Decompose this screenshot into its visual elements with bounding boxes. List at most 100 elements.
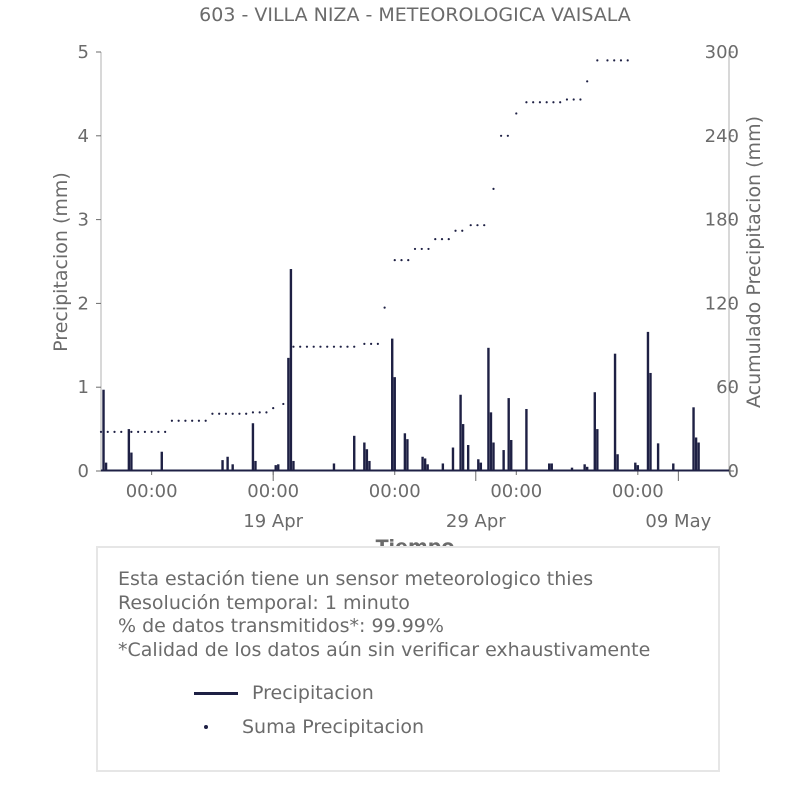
cumulative-point: [319, 345, 322, 348]
cumulative-point: [420, 247, 423, 251]
cumulative-point: [184, 419, 187, 422]
precipitation-bar: [487, 347, 490, 471]
cumulative-point: [606, 59, 609, 62]
cumulative-point: [476, 224, 479, 227]
y2-tick-label: 120: [705, 293, 739, 314]
precipitation-bar: [254, 460, 257, 471]
precipitation-bar: [127, 429, 131, 471]
precipitation-bar: [406, 439, 409, 471]
cumulative-dots: [99, 59, 629, 433]
precipitation-bar: [585, 466, 589, 471]
precipitation-bar: [289, 269, 293, 471]
cumulative-point: [383, 306, 386, 309]
cumulative-point: [483, 224, 486, 227]
cumulative-point: [272, 407, 275, 410]
precipitation-bar: [251, 423, 255, 471]
precipitation-bar: [426, 464, 429, 471]
precipitation-bar: [226, 456, 229, 471]
cumulative-point: [413, 247, 417, 251]
cumulative-point: [586, 80, 589, 83]
info-line-resolution: Resolución temporal: 1 minuto: [118, 591, 410, 614]
precipitation-bar: [451, 447, 455, 471]
cumulative-point: [454, 229, 457, 232]
precipitation-bar: [231, 464, 234, 471]
precipitation-bar: [292, 460, 295, 471]
cumulative-point: [619, 59, 623, 62]
cumulative-point: [299, 345, 302, 348]
cumulative-point: [99, 430, 103, 433]
x-minor-tick-label: 00:00: [126, 481, 178, 502]
cumulative-point: [265, 411, 268, 414]
precipitation-bar: [274, 465, 277, 471]
cumulative-point: [231, 412, 234, 415]
y-tick-label: 4: [78, 126, 89, 147]
precipitation-bar: [277, 464, 280, 471]
cumulative-point: [245, 412, 248, 415]
legend-item-precipitacion: Precipitacion: [194, 681, 374, 705]
cumulative-point: [469, 224, 472, 227]
precipitation-bar: [332, 463, 336, 471]
precipitation-bar: [692, 407, 695, 471]
precipitation-bar: [525, 408, 528, 471]
cumulative-point: [197, 419, 201, 422]
cumulative-point: [447, 238, 450, 241]
precipitation-bar: [613, 353, 617, 471]
chart-title: 603 - VILLA NIZA - METEOROLOGICA VAISALA: [199, 4, 631, 26]
precipitation-bar: [368, 460, 371, 471]
cumulative-point: [559, 101, 562, 104]
cumulative-point: [552, 101, 555, 104]
cumulative-point: [545, 101, 548, 104]
precipitation-bar: [287, 357, 290, 471]
cumulative-point: [427, 247, 430, 251]
cumulative-point: [346, 345, 349, 348]
precipitation-bar: [646, 331, 650, 471]
cumulative-point: [211, 412, 214, 415]
cumulative-point: [170, 419, 174, 422]
cumulative-point: [506, 134, 509, 137]
cumulative-point: [143, 430, 146, 433]
y2-axis-label: Acumulado Precipitacion (mm): [743, 116, 765, 408]
x-major-tick-label: 29 Apr: [446, 511, 506, 532]
station-info: Esta estación tiene un sensor meteorolog…: [118, 568, 650, 662]
cumulative-point: [157, 430, 160, 433]
cumulative-point: [292, 345, 295, 348]
cumulative-point: [224, 412, 228, 415]
legend-label-precipitacion: Precipitacion: [252, 682, 374, 704]
precipitation-bar: [694, 437, 698, 471]
cumulative-point: [106, 430, 109, 433]
precipitation-bar: [221, 460, 224, 471]
cumulative-point: [164, 430, 167, 433]
precipitation-bar: [423, 458, 427, 471]
precipitation-bar: [656, 443, 660, 471]
cumulative-point: [130, 430, 133, 433]
cumulative-point: [579, 98, 582, 101]
cumulative-point: [393, 259, 396, 262]
x-minor-tick-label: 00:00: [612, 481, 664, 502]
cumulative-point: [532, 101, 535, 104]
y2-tick-label: 240: [705, 126, 739, 147]
cumulative-point: [400, 259, 403, 262]
cumulative-point: [177, 419, 180, 422]
info-line-quality: *Calidad de los datos aún sin verificar …: [118, 638, 651, 661]
cumulative-point: [613, 59, 616, 62]
cumulative-point: [572, 98, 575, 101]
cumulative-point: [312, 345, 315, 348]
cumulative-point: [238, 412, 241, 415]
y-tick-label: 0: [78, 461, 89, 482]
cumulative-point: [376, 342, 379, 346]
cumulative-point: [258, 411, 261, 414]
y2-tick-label: 300: [705, 42, 739, 63]
legend-dot-marker: [204, 725, 208, 729]
precipitation-bar: [489, 412, 493, 471]
cumulative-point: [440, 238, 444, 241]
precipitation-bar: [550, 463, 553, 471]
precipitation-bar: [570, 467, 574, 471]
precipitation-bar: [130, 452, 133, 471]
y-axis-label: Precipitacion (mm): [50, 172, 72, 352]
precipitation-bar: [548, 463, 551, 471]
cumulative-point: [113, 430, 116, 433]
cumulative-point: [434, 238, 437, 241]
precipitation-bar: [634, 462, 637, 471]
cumulative-point: [499, 134, 503, 137]
y2-tick-label: 180: [705, 210, 739, 231]
